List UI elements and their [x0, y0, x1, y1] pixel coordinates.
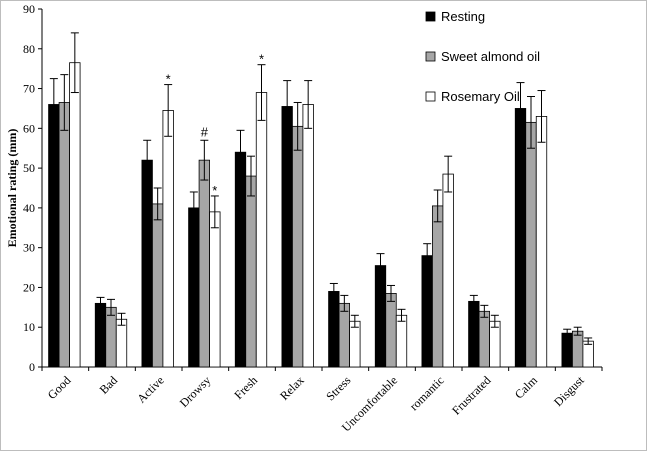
annotation-drowsy-sweet-almond-oil: #	[201, 124, 209, 139]
bar-calm-resting	[514, 108, 527, 368]
bar-romantic-resting	[421, 255, 433, 368]
legend-label-sweet-almond-oil: Sweet almond oil	[441, 49, 540, 64]
bar-romantic-rosemary-oil	[442, 173, 454, 368]
bar-stress-resting	[328, 291, 340, 368]
bar-relax-rosemary-oil	[302, 104, 314, 368]
bar-bad-sweet-almond-oil	[105, 306, 117, 368]
bar-drowsy-resting	[188, 207, 200, 368]
x-tick-label-fresh: Fresh	[231, 373, 260, 402]
bar-frustrated-rosemary-oil	[489, 320, 501, 368]
bar-drowsy-rosemary-oil	[209, 211, 221, 368]
y-tick-label: 40	[23, 201, 35, 215]
bar-active-resting	[141, 159, 153, 368]
bar-romantic-sweet-almond-oil	[432, 205, 444, 368]
y-tick-label: 80	[23, 42, 35, 56]
y-tick-label: 20	[23, 280, 35, 294]
bar-uncomfortable-resting	[374, 265, 387, 368]
annotation-active-rosemary-oil: *	[166, 72, 171, 87]
x-tick-label-disgust: Disgust	[551, 373, 587, 409]
bar-stress-rosemary-oil	[349, 320, 361, 368]
bar-stress-sweet-almond-oil	[338, 302, 350, 368]
x-tick-label-active: Active	[134, 373, 167, 406]
y-tick-label: 0	[29, 360, 35, 374]
x-tick-label-romantic: romantic	[407, 373, 447, 413]
y-tick-label: 70	[23, 82, 35, 96]
bar-fresh-resting	[234, 151, 247, 368]
bar-uncomfortable-rosemary-oil	[395, 314, 408, 368]
bar-drowsy-sweet-almond-oil	[198, 159, 210, 368]
legend-swatch-resting	[425, 11, 436, 22]
error-bars	[49, 32, 593, 345]
bar-bad-resting	[94, 302, 107, 368]
y-tick-label: 50	[23, 161, 35, 175]
bar-relax-sweet-almond-oil	[292, 125, 304, 368]
bar-fresh-rosemary-oil	[255, 92, 268, 368]
bar-bad-rosemary-oil	[115, 318, 128, 368]
x-tick-label-frustrated: Frustrated	[449, 373, 493, 417]
bar-good-sweet-almond-oil	[58, 102, 70, 368]
bar-calm-sweet-almond-oil	[525, 121, 537, 368]
bar-fresh-sweet-almond-oil	[245, 175, 257, 368]
legend-swatch-rosemary-oil	[425, 91, 436, 102]
x-tick-label-relax: Relax	[277, 373, 307, 403]
x-tick-label-good: Good	[45, 373, 74, 402]
bar-disgust-rosemary-oil	[582, 340, 594, 368]
bar-calm-rosemary-oil	[535, 116, 548, 368]
bar-relax-resting	[281, 106, 293, 368]
bar-uncomfortable-sweet-almond-oil	[385, 293, 397, 368]
axes	[38, 8, 603, 371]
bar-disgust-sweet-almond-oil	[572, 330, 584, 368]
bar-frustrated-resting	[468, 300, 480, 368]
y-tick-label: 60	[23, 121, 35, 135]
bar-active-sweet-almond-oil	[152, 203, 164, 368]
y-tick-label: 30	[23, 241, 35, 255]
legend-label-resting: Resting	[441, 9, 485, 24]
x-tick-label-bad: Bad	[97, 373, 121, 397]
annotations: * # * *	[166, 52, 264, 198]
x-tick-label-calm: Calm	[512, 373, 541, 402]
y-tick-label: 10	[23, 320, 35, 334]
bar-disgust-resting	[561, 332, 573, 368]
annotation-drowsy-rosemary-oil: *	[212, 183, 217, 198]
y-axis-label: Emotional rating (mm)	[5, 129, 19, 248]
annotation-fresh-rosemary-oil: *	[259, 52, 264, 67]
x-tick-label-stress: Stress	[323, 373, 353, 403]
y-tick-label: 90	[23, 2, 35, 16]
bars	[48, 62, 594, 368]
bar-frustrated-sweet-almond-oil	[478, 310, 490, 368]
bar-good-rosemary-oil	[69, 62, 81, 368]
x-tick-label-drowsy: Drowsy	[177, 373, 214, 410]
bar-active-rosemary-oil	[162, 110, 174, 368]
legend-swatch-sweet-almond-oil	[425, 51, 436, 62]
bar-good-resting	[48, 104, 60, 368]
legend: Resting Sweet almond oil Rosemary Oil	[425, 9, 540, 104]
legend-label-rosemary-oil: Rosemary Oil	[441, 89, 520, 104]
